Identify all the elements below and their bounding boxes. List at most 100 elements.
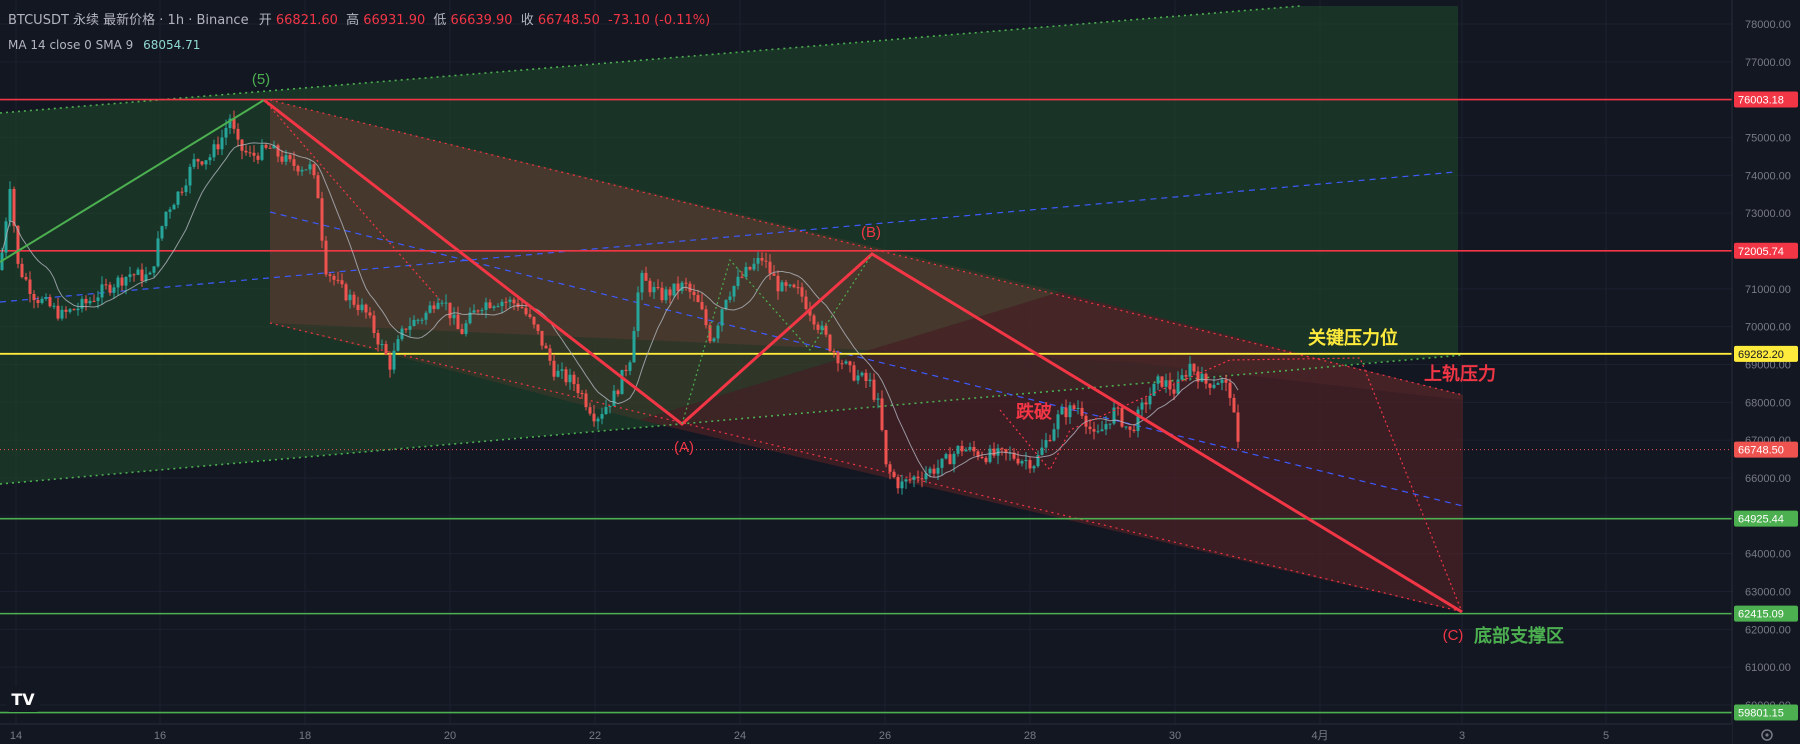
candle-body xyxy=(200,161,204,165)
candle-body xyxy=(884,430,888,465)
candle-body xyxy=(1028,459,1032,469)
candle-body xyxy=(992,448,996,456)
candle-body xyxy=(972,446,976,452)
level-price-label: 64925.44 xyxy=(1738,514,1784,526)
candle-body xyxy=(768,261,772,274)
candle-body xyxy=(84,298,88,304)
time-axis[interactable]: 14 16 18 20 22 24 26 28 30 4月 3 5 xyxy=(0,723,1732,744)
candle-body xyxy=(36,300,40,303)
date-tick-label: 20 xyxy=(444,730,456,742)
candle-body xyxy=(420,319,424,321)
candle-body xyxy=(868,379,872,382)
close-label: 收 xyxy=(521,13,534,28)
abc-correction-line[interactable] xyxy=(263,98,1463,614)
level-price-tag[interactable] xyxy=(1734,345,1798,362)
candle-body xyxy=(960,445,964,452)
candle-body xyxy=(772,273,776,276)
candle-body xyxy=(152,266,156,273)
candle-body xyxy=(288,155,292,160)
price-tick-label: 70000.00 xyxy=(1745,322,1791,334)
candle-body xyxy=(424,312,428,320)
candle-body xyxy=(140,269,144,281)
red-channel-midline xyxy=(269,211,1464,507)
candle-body xyxy=(260,144,264,160)
wave-lines[interactable] xyxy=(0,98,1463,614)
candle-body xyxy=(680,282,684,291)
indicator-value: 68054.71 xyxy=(143,38,200,52)
candle-body xyxy=(1216,383,1220,385)
candle-body xyxy=(496,306,500,308)
candle-body xyxy=(1096,431,1100,433)
level-price-tag[interactable] xyxy=(1734,704,1798,721)
candle-body xyxy=(1200,373,1204,382)
candle-body xyxy=(204,160,208,165)
candle-body xyxy=(556,370,560,377)
brown-channel-fill-inner xyxy=(270,100,1060,420)
red-channel-lower xyxy=(269,322,1464,613)
tradingview-logo-icon[interactable]: TV xyxy=(6,686,40,712)
candle-body xyxy=(208,157,212,161)
level-price-label: 66748.50 xyxy=(1738,445,1784,457)
candle-body xyxy=(504,301,508,303)
candle-body xyxy=(1004,449,1008,453)
candle-body xyxy=(940,458,944,468)
candle-body xyxy=(1076,407,1080,409)
candle-body xyxy=(168,209,172,212)
candle-body xyxy=(812,315,816,325)
wave-impulse-line[interactable] xyxy=(0,99,265,263)
candle-body xyxy=(1192,363,1196,372)
indicator-label[interactable]: MA 14 close 0 SMA 9 xyxy=(8,38,133,52)
candle-body xyxy=(448,302,452,319)
level-price-tag[interactable] xyxy=(1734,91,1798,108)
candle-body xyxy=(480,309,484,311)
date-tick-label: 3 xyxy=(1459,730,1465,742)
candle-body xyxy=(256,155,260,160)
candle-body xyxy=(808,309,812,316)
candle-body xyxy=(1048,440,1052,442)
candle-body xyxy=(748,266,752,270)
price-tick-label: 73000.00 xyxy=(1745,208,1791,220)
candle-body xyxy=(512,299,516,304)
change-value: -73.10 (-0.11%) xyxy=(608,13,710,28)
candle-body xyxy=(48,297,52,307)
symbol-info[interactable]: BTCUSDT 永续 最新价格 · 1h · Binance xyxy=(8,12,249,28)
high-value: 66931.90 xyxy=(363,13,425,28)
candle-body xyxy=(408,326,412,330)
level-price-tag[interactable] xyxy=(1734,242,1798,259)
candle-body xyxy=(1124,426,1128,428)
horizontal-levels[interactable] xyxy=(0,98,1732,714)
level-price-tag[interactable] xyxy=(1734,441,1798,458)
candle-body xyxy=(1156,376,1160,384)
channel-lines xyxy=(0,5,1464,613)
candle-body xyxy=(108,284,112,293)
candle-body xyxy=(896,477,900,489)
settings-gear-icon[interactable] xyxy=(1761,729,1773,741)
candle-body xyxy=(492,306,496,308)
level-price-tag[interactable] xyxy=(1734,605,1798,622)
price-tick-label: 75000.00 xyxy=(1745,133,1791,145)
candle-body xyxy=(756,257,760,264)
candle-body xyxy=(788,284,792,286)
candle-body xyxy=(1032,466,1036,469)
candle-body xyxy=(872,379,876,400)
candle-body xyxy=(536,324,540,331)
candle-body xyxy=(1044,440,1048,448)
candle-body xyxy=(220,137,224,150)
candle-body xyxy=(236,128,240,140)
date-tick-label: 26 xyxy=(879,730,891,742)
candle-body xyxy=(700,302,704,310)
price-axis[interactable]: 78000.0077000.0076000.0075000.0074000.00… xyxy=(1731,0,1800,744)
ma-line xyxy=(1,142,1239,478)
candle-body xyxy=(1184,375,1188,377)
sub-wave-b-dotted xyxy=(681,253,873,425)
level-price-tag[interactable] xyxy=(1734,510,1798,527)
open-label: 开 xyxy=(259,13,272,28)
candle-body xyxy=(844,361,848,364)
candle-body xyxy=(696,295,700,303)
candle-body xyxy=(936,467,940,474)
candle-body xyxy=(704,309,708,326)
candle-body xyxy=(1100,429,1104,432)
candlesticks xyxy=(0,110,1240,495)
